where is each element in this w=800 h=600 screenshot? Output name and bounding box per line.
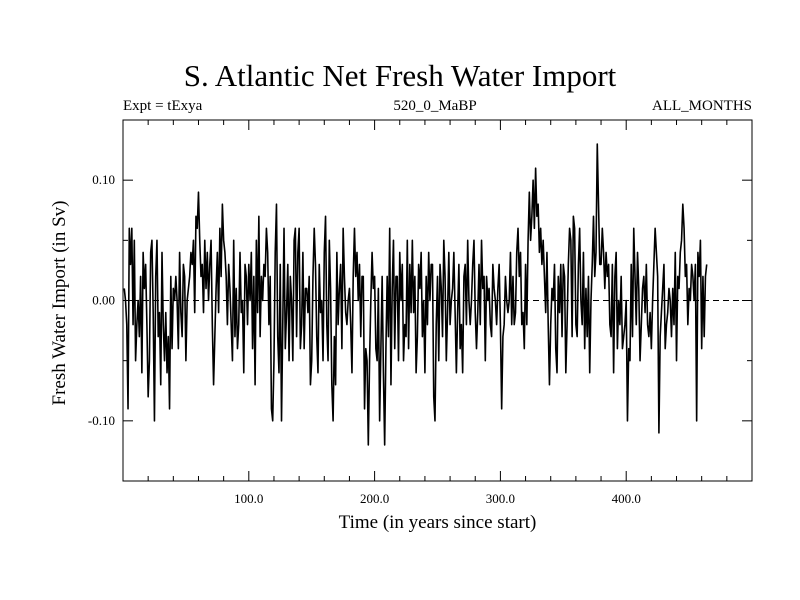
months-label: ALL_MONTHS <box>652 98 752 114</box>
series-line <box>123 143 708 446</box>
x-axis-label: Time (in years since start) <box>338 512 537 533</box>
x-tick-label: 400.0 <box>612 491 641 506</box>
y-tick-label: -0.10 <box>88 413 115 428</box>
x-tick-label: 200.0 <box>360 491 389 506</box>
x-tick-label: 100.0 <box>234 491 263 506</box>
x-tick-label: 300.0 <box>486 491 515 506</box>
y-tick-label: 0.00 <box>92 293 115 308</box>
experiment-label: Expt = tExya <box>123 98 203 114</box>
chart-title: S. Atlantic Net Fresh Water Import <box>183 58 617 93</box>
y-tick-label: 0.10 <box>92 172 115 187</box>
period-label: 520_0_MaBP <box>393 98 477 114</box>
